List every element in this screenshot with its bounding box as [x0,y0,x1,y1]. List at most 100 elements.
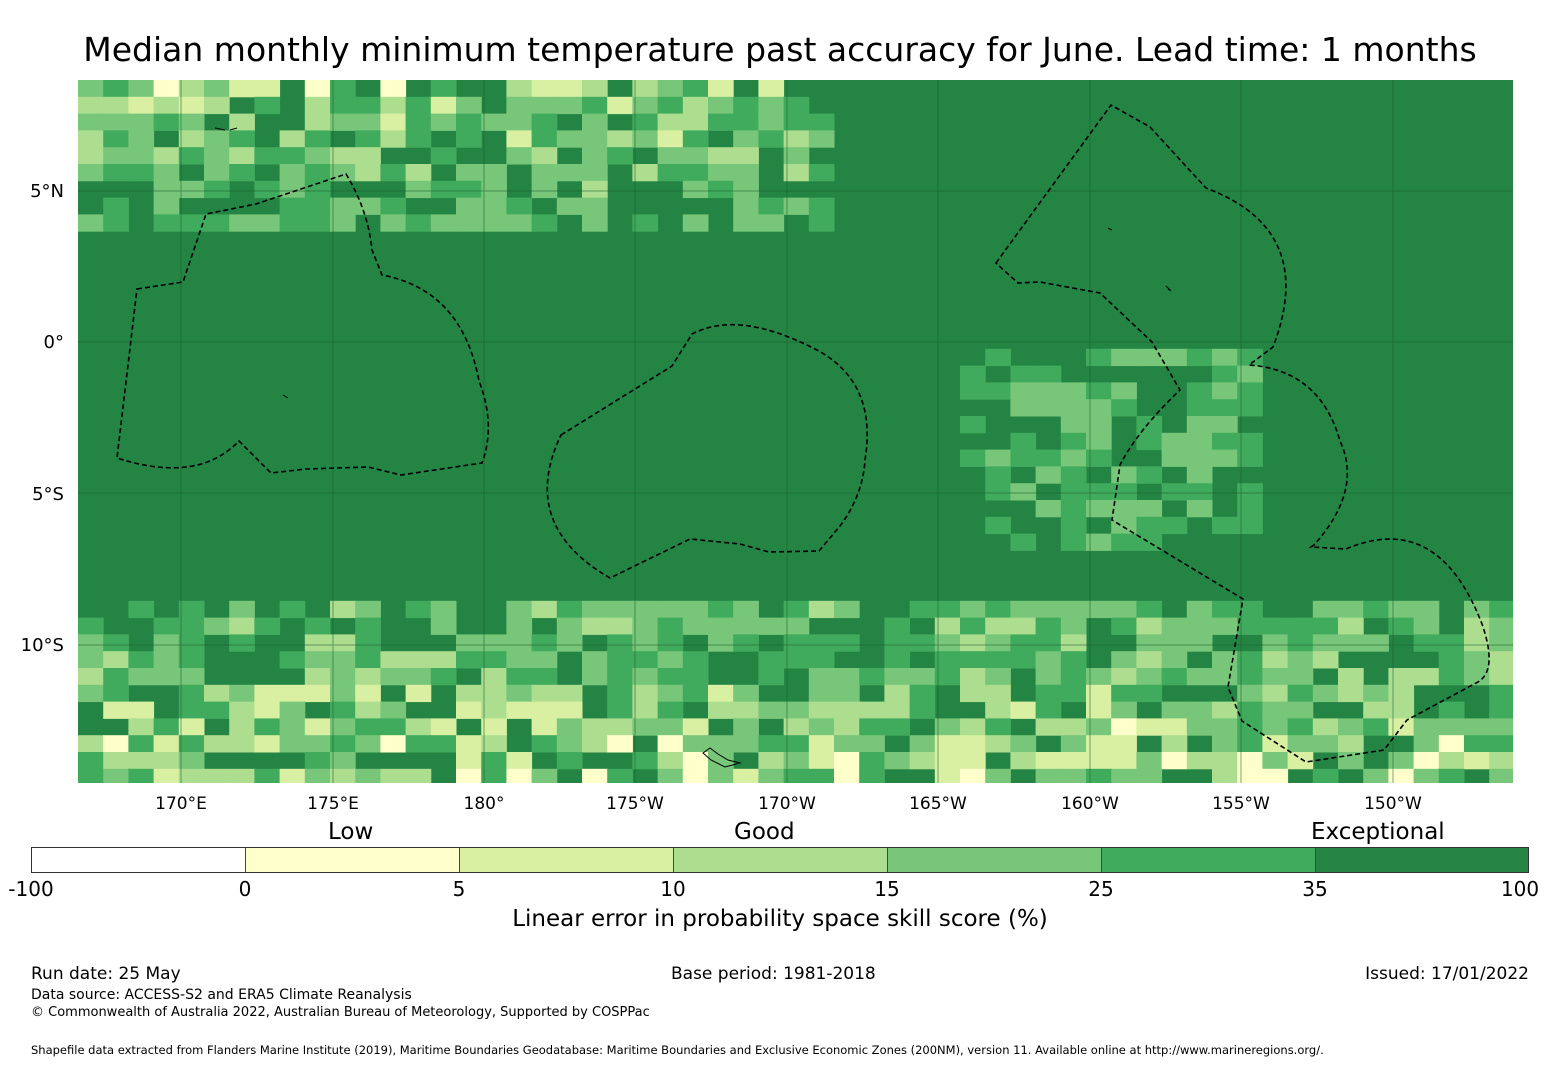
skill-cell [128,668,155,686]
category-good: Good [734,819,795,845]
skill-cell [1212,416,1238,434]
skill-cell [985,651,1011,669]
skill-cell [380,130,407,148]
skill-cell [657,130,684,148]
skill-cell [330,164,356,182]
skill-cell [1237,668,1263,686]
skill-cell [834,684,860,703]
skill-cell [834,668,860,686]
colorbar-tick: 100 [1500,877,1540,901]
skill-cell [1035,617,1062,635]
skill-cell [128,768,155,783]
skill-cell [456,96,482,115]
skill-cell [254,214,281,232]
skill-cell [1161,735,1188,753]
skill-cell [178,735,205,753]
skill-cell [1212,399,1238,417]
skill-cell [1237,768,1263,783]
skill-cell [1464,668,1490,686]
skill-cell [1464,600,1490,619]
skill-cell [1060,516,1087,535]
skill-cell [657,768,684,783]
skill-cell [556,80,583,98]
skill-cell [556,600,583,619]
skill-cell [783,634,810,652]
skill-cell [1312,617,1339,635]
skill-cell [1363,768,1389,783]
shapefile-credit: Shapefile data extracted from Flanders M… [31,1043,1324,1057]
skill-cell [859,701,885,719]
skill-cell [229,701,255,719]
skill-cell [330,651,356,669]
skill-cell [1464,718,1490,736]
skill-cell [304,651,331,669]
skill-cell [153,752,180,770]
skill-cell [1212,752,1238,770]
skill-cell [279,768,306,783]
skill-cell [153,651,180,669]
skill-cell [128,600,155,619]
skill-cell [1212,668,1238,686]
skill-cell [1237,752,1263,770]
skill-cell [783,130,810,148]
skill-cell [1489,651,1513,669]
skill-cell [279,214,306,232]
skill-cell [733,735,759,753]
skill-cell [405,130,432,148]
skill-cell [733,113,759,131]
skill-cell [178,600,205,619]
skill-cell [1161,634,1188,652]
skill-cell [1010,449,1037,467]
category-exceptional: Exceptional [1311,819,1445,845]
skill-cell [1186,617,1213,635]
skill-cell [380,718,407,736]
skill-cell [456,214,482,232]
skill-cell [506,600,533,619]
skill-cell [909,701,936,719]
skill-cell [1136,600,1163,619]
skill-cell [632,113,659,131]
skill-cell [153,147,180,165]
skill-cell [1136,752,1163,770]
skill-cell [808,735,835,753]
skill-cell [960,768,986,783]
skill-cell [430,600,457,619]
skill-cell [103,768,129,783]
skill-cell [808,752,835,770]
skill-cell [708,164,734,182]
skill-cell [960,651,986,669]
skill-cell [985,735,1011,753]
skill-cell [884,752,911,770]
colorbar-tick: -100 [8,877,54,901]
skill-cell [78,214,104,232]
skill-cell [708,684,734,703]
colorbar-tick: 25 [1088,877,1114,901]
skill-cell [204,147,230,165]
skill-cell [985,718,1011,736]
skill-cell [1136,634,1163,652]
skill-cell [607,768,633,783]
skill-cell [355,651,381,669]
skill-cell [1186,701,1213,719]
lon-label-175w: 175°W [606,794,664,814]
skill-cell [1186,399,1213,417]
skill-cell [884,718,911,736]
skill-cell [1161,516,1188,535]
skill-cell [1388,752,1415,770]
skill-cell [78,147,104,165]
skill-cell [1161,668,1188,686]
skill-cell [607,718,633,736]
skill-cell [1237,735,1263,753]
skill-cell [1060,684,1087,703]
skill-cell [430,651,457,669]
skill-cell [1413,634,1440,652]
skill-cell [985,516,1011,535]
skill-cell [1060,432,1087,451]
skill-cell [1035,466,1062,484]
skill-cell [204,130,230,148]
skill-cell [556,634,583,652]
skill-cell [78,684,104,703]
skill-cell [405,718,432,736]
skill-cell [758,651,785,669]
skill-cell [1489,701,1513,719]
